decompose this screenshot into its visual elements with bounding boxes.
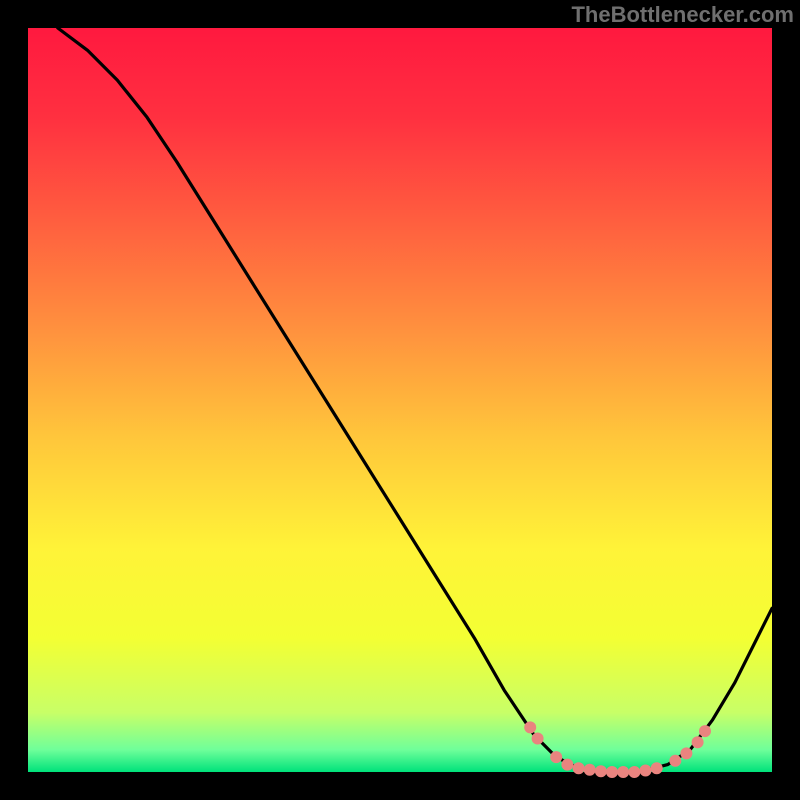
highlight-marker [699, 725, 711, 737]
highlight-marker [651, 762, 663, 774]
highlight-marker [595, 765, 607, 777]
highlight-marker [524, 721, 536, 733]
highlight-marker [606, 766, 618, 778]
highlight-marker [628, 766, 640, 778]
highlight-marker [584, 764, 596, 776]
highlight-marker [561, 759, 573, 771]
highlight-marker [692, 736, 704, 748]
highlight-marker [669, 755, 681, 767]
highlight-markers-group [524, 721, 711, 778]
bottleneck-curve [58, 28, 772, 772]
highlight-marker [573, 762, 585, 774]
highlight-marker [680, 747, 692, 759]
highlight-marker [617, 766, 629, 778]
highlight-marker [550, 751, 562, 763]
highlight-marker [640, 765, 652, 777]
highlight-marker [532, 733, 544, 745]
chart-svg-overlay [0, 0, 800, 800]
